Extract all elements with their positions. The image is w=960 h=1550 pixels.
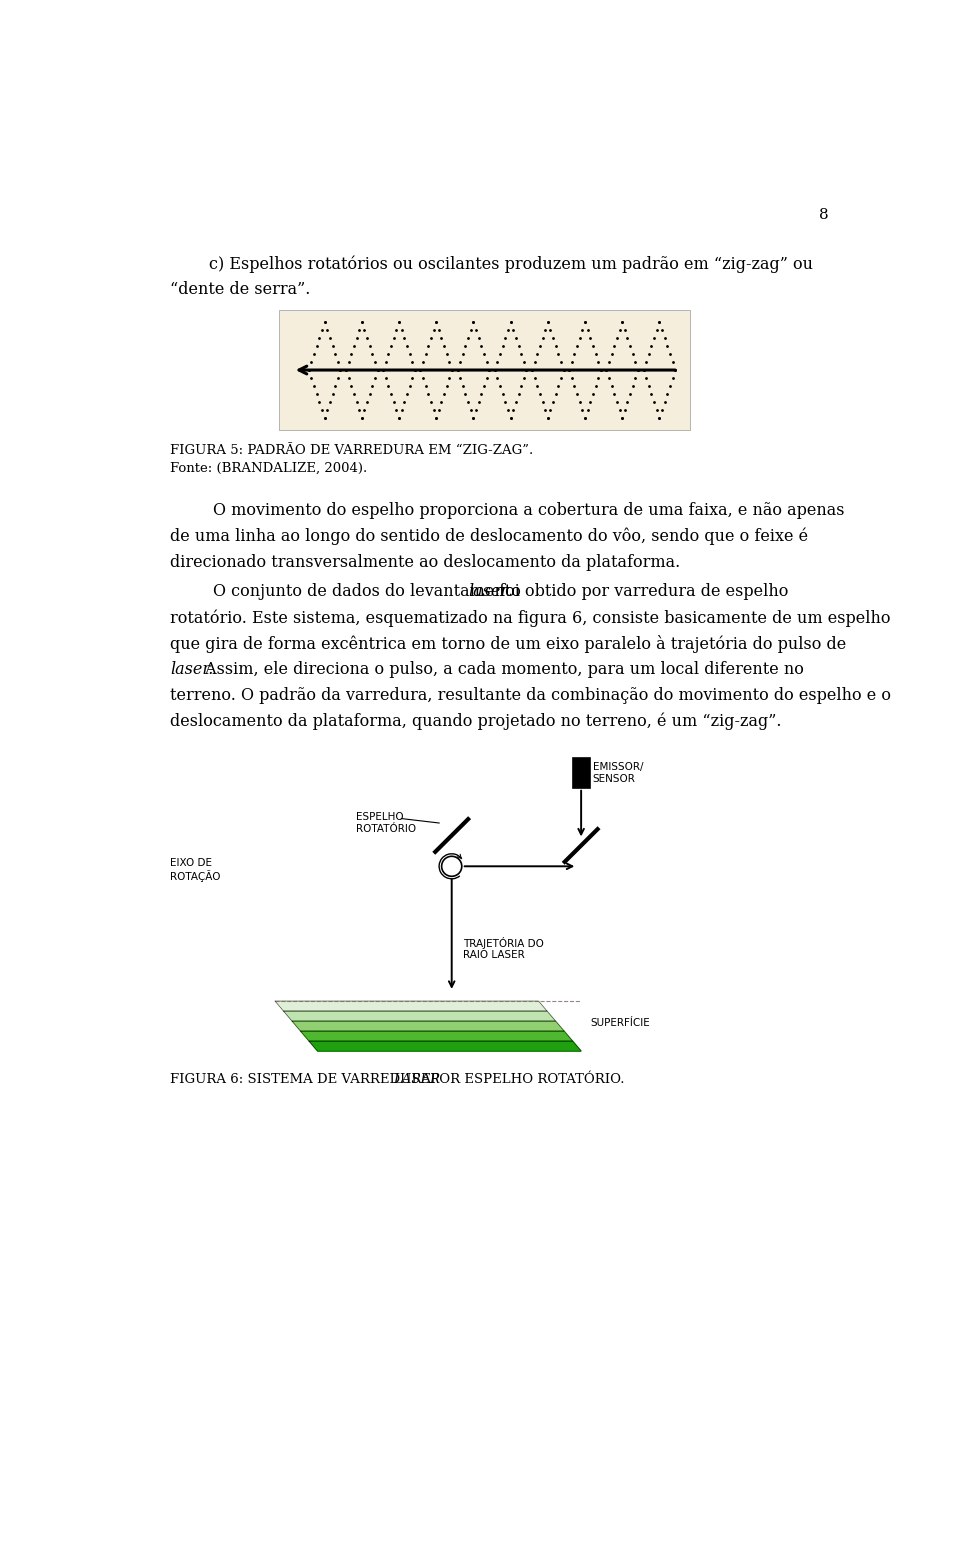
- Bar: [278, 310, 689, 429]
- Text: SUPERFÍCIE: SUPERFÍCIE: [590, 1018, 650, 1028]
- Text: O movimento do espelho proporciona a cobertura de uma faixa, e não apenas: O movimento do espelho proporciona a cob…: [213, 502, 845, 519]
- Text: “dente de serra”.: “dente de serra”.: [170, 281, 311, 298]
- Text: c) Espelhos rotatórios ou oscilantes produzem um padrão em “zig-zag” ou: c) Espelhos rotatórios ou oscilantes pro…: [209, 256, 813, 273]
- Text: ESPELHO
ROTATÓRIO: ESPELHO ROTATÓRIO: [356, 812, 417, 834]
- Text: EMISSOR/
SENSOR: EMISSOR/ SENSOR: [592, 763, 643, 784]
- Text: FIGURA 5: PADRÃO DE VARREDURA EM “ZIG-ZAG”.: FIGURA 5: PADRÃO DE VARREDURA EM “ZIG-ZA…: [170, 443, 534, 457]
- Text: EIXO DE
ROTAÇÃO: EIXO DE ROTAÇÃO: [170, 859, 221, 882]
- Text: FIGURA 6: SISTEMA DE VARREDURA: FIGURA 6: SISTEMA DE VARREDURA: [170, 1073, 436, 1085]
- Polygon shape: [309, 1042, 581, 1051]
- Polygon shape: [300, 1031, 572, 1042]
- Text: que gira de forma excêntrica em torno de um eixo paralelo à trajetória do pulso : que gira de forma excêntrica em torno de…: [170, 636, 847, 653]
- Text: laser.: laser.: [170, 660, 214, 677]
- Text: foi obtido por varredura de espelho: foi obtido por varredura de espelho: [493, 583, 788, 600]
- Text: de uma linha ao longo do sentido de deslocamento do vôo, sendo que o feixe é: de uma linha ao longo do sentido de desl…: [170, 529, 808, 546]
- Text: Fonte: (BRANDALIZE, 2004).: Fonte: (BRANDALIZE, 2004).: [170, 462, 368, 474]
- Polygon shape: [292, 1021, 564, 1031]
- Text: LASER: LASER: [394, 1073, 441, 1085]
- Text: terreno. O padrão da varredura, resultante da combinação do movimento do espelho: terreno. O padrão da varredura, resultan…: [170, 687, 892, 704]
- Text: laser: laser: [468, 583, 509, 600]
- Text: TRAJETÓRIA DO
RAIO LASER: TRAJETÓRIA DO RAIO LASER: [464, 936, 544, 961]
- Bar: [572, 758, 589, 787]
- Text: O conjunto de dados do levantamento: O conjunto de dados do levantamento: [213, 583, 526, 600]
- Polygon shape: [275, 1001, 547, 1011]
- Text: 8: 8: [820, 208, 829, 222]
- Text: rotatório. Este sistema, esquematizado na figura 6, consiste basicamente de um e: rotatório. Este sistema, esquematizado n…: [170, 609, 891, 626]
- Polygon shape: [283, 1011, 556, 1021]
- Text: deslocamento da plataforma, quando projetado no terreno, é um “zig-zag”.: deslocamento da plataforma, quando proje…: [170, 713, 781, 730]
- Text: POR ESPELHO ROTATÓRIO.: POR ESPELHO ROTATÓRIO.: [426, 1073, 625, 1085]
- Text: Assim, ele direciona o pulso, a cada momento, para um local diferente no: Assim, ele direciona o pulso, a cada mom…: [200, 660, 804, 677]
- Text: direcionado transversalmente ao deslocamento da plataforma.: direcionado transversalmente ao deslocam…: [170, 553, 681, 570]
